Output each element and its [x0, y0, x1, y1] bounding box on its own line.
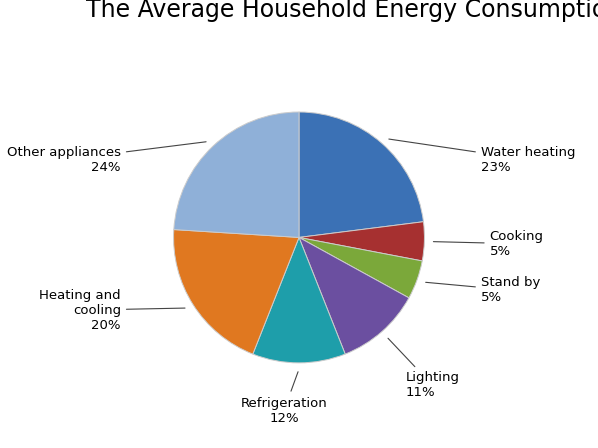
Wedge shape: [299, 112, 423, 237]
Text: Stand by
5%: Stand by 5%: [426, 276, 540, 304]
Wedge shape: [253, 237, 345, 363]
Text: Heating and
cooling
20%: Heating and cooling 20%: [39, 289, 185, 332]
Wedge shape: [174, 112, 299, 237]
Text: Water heating
23%: Water heating 23%: [389, 139, 575, 174]
Text: Other appliances
24%: Other appliances 24%: [7, 142, 206, 174]
Wedge shape: [299, 222, 425, 261]
Text: Refrigeration
12%: Refrigeration 12%: [240, 372, 327, 425]
Wedge shape: [173, 229, 299, 354]
Text: Cooking
5%: Cooking 5%: [434, 230, 544, 258]
Text: The Average Household Energy Consumption: The Average Household Energy Consumption: [86, 0, 598, 22]
Wedge shape: [299, 237, 409, 354]
Wedge shape: [299, 237, 422, 298]
Text: Lighting
11%: Lighting 11%: [388, 338, 460, 400]
